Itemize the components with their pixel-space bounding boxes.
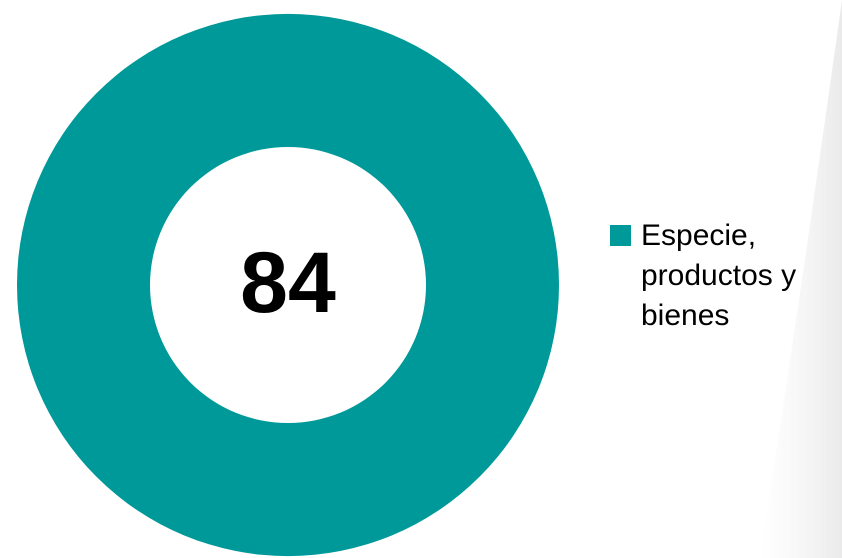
legend-label: Especie, productos y bienes <box>641 219 797 332</box>
donut-slices <box>16 13 560 557</box>
donut-chart: 84 <box>16 13 560 557</box>
legend-swatch <box>610 225 631 246</box>
legend: Especie, productos y bienes <box>610 216 830 336</box>
donut-slice-0 <box>16 13 560 557</box>
center-value-label: 84 <box>240 235 336 331</box>
